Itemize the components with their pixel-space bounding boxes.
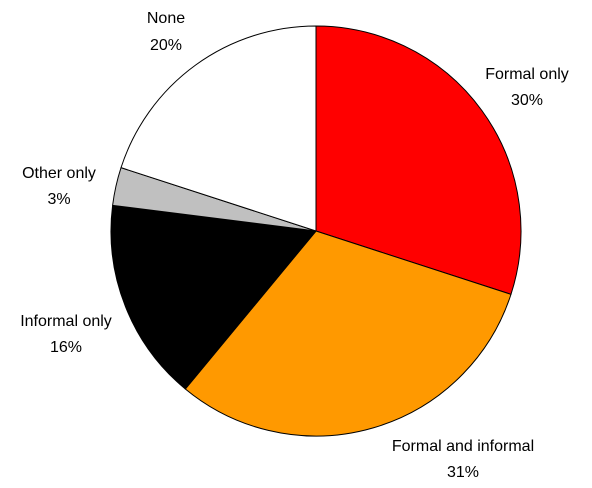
slice-label-informal-only: Informal only xyxy=(20,313,112,330)
slice-value-formal-only: 30% xyxy=(511,92,543,109)
slice-label-formal-only: Formal only xyxy=(485,66,569,83)
pie-labels: Formal only 30% Formal and informal 31% Info… xyxy=(20,10,569,481)
pie-slice-none xyxy=(120,25,317,232)
pie-slice-informal-only xyxy=(110,204,317,390)
slice-label-other-only: Other only xyxy=(22,165,96,182)
slice-label-formal-and-informal: Formal and informal xyxy=(392,438,534,455)
pie-slice-formal-only xyxy=(315,25,522,295)
slice-value-none: 20% xyxy=(150,37,182,54)
slice-value-other-only: 3% xyxy=(47,191,70,208)
pie-slice-formal-and-informal xyxy=(184,230,512,437)
slice-label-none: None xyxy=(147,10,185,27)
pie-slices xyxy=(110,25,522,437)
slice-value-formal-and-informal: 31% xyxy=(447,464,479,481)
slice-value-informal-only: 16% xyxy=(50,339,82,356)
